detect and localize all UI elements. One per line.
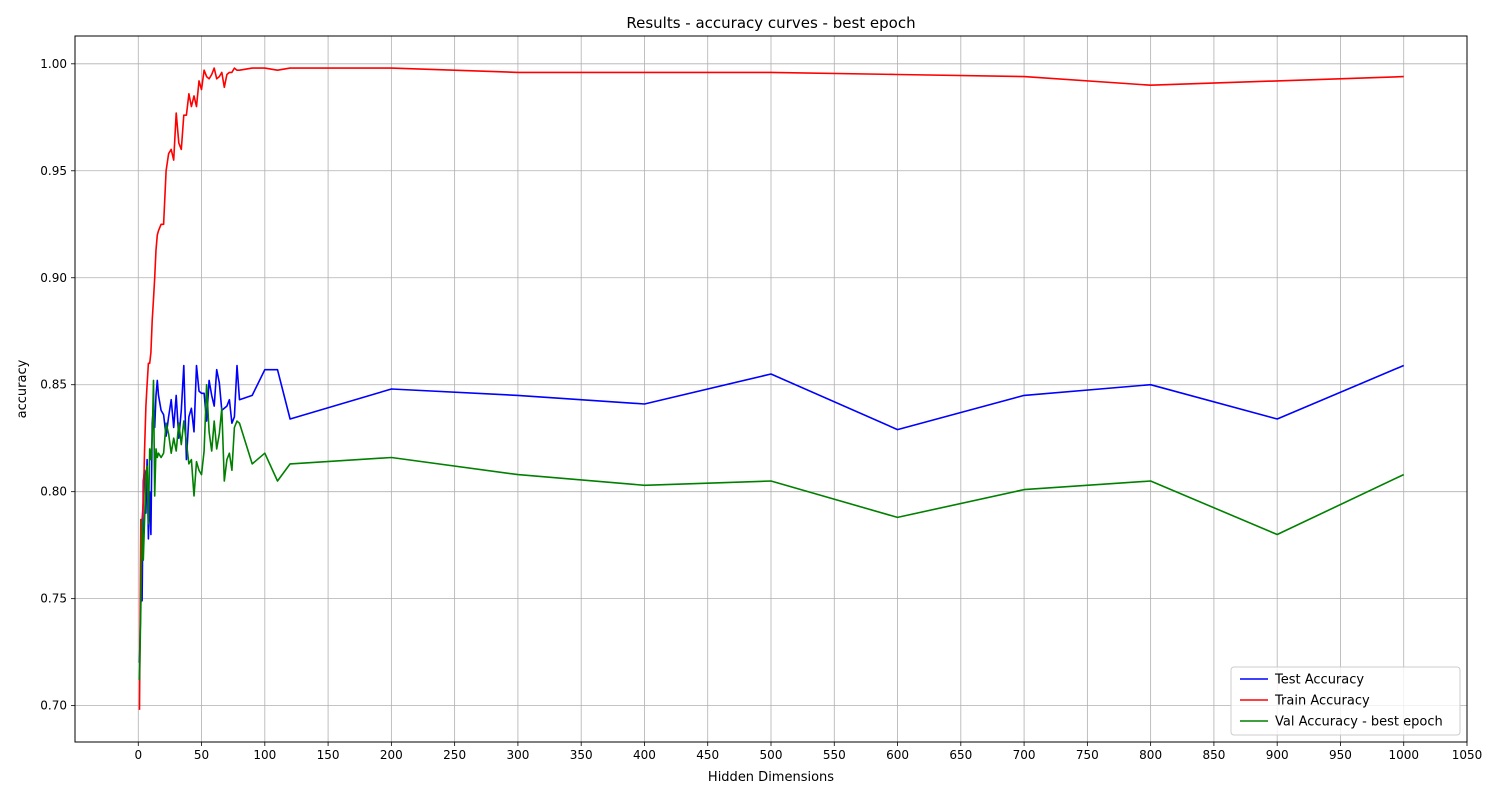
x-tick-label: 850 xyxy=(1202,748,1225,762)
x-tick-label: 500 xyxy=(760,748,783,762)
y-tick-label: 0.75 xyxy=(40,592,67,606)
x-tick-label: 250 xyxy=(443,748,466,762)
x-tick-label: 1000 xyxy=(1388,748,1419,762)
series-line-2 xyxy=(138,379,1405,681)
x-axis-label: Hidden Dimensions xyxy=(708,770,834,785)
x-tick-label: 100 xyxy=(253,748,276,762)
legend-label: Test Accuracy xyxy=(1274,673,1364,688)
x-tick-label: 50 xyxy=(194,748,209,762)
x-tick-label: 650 xyxy=(949,748,972,762)
x-tick-label: 600 xyxy=(886,748,909,762)
x-tick-label: 450 xyxy=(696,748,719,762)
grid-lines xyxy=(75,36,1468,742)
legend-label: Train Accuracy xyxy=(1274,694,1370,709)
x-tick-label: 200 xyxy=(380,748,403,762)
x-tick-label: 350 xyxy=(570,748,593,762)
legend-box xyxy=(1230,666,1461,736)
x-tick-label: 150 xyxy=(317,748,340,762)
x-tick-label: 550 xyxy=(823,748,846,762)
x-tick-label: 700 xyxy=(1013,748,1036,762)
x-tick-label: 0 xyxy=(134,748,142,762)
y-axis-ticks: 0.70 0.75 0.80 0.85 0.90 0.95 1.00 xyxy=(40,57,75,713)
x-tick-label: 900 xyxy=(1266,748,1289,762)
chart-title: Results - accuracy curves - best epoch xyxy=(626,14,915,32)
legend: Test Accuracy Train Accuracy Val Accuracy … xyxy=(1230,666,1461,736)
x-tick-label: 750 xyxy=(1076,748,1099,762)
y-tick-label: 0.70 xyxy=(40,699,67,713)
x-tick-label: 950 xyxy=(1329,748,1352,762)
legend-label: Val Accuracy - best epoch xyxy=(1275,715,1443,730)
y-tick-label: 0.85 xyxy=(40,378,67,392)
y-axis-label: accuracy xyxy=(15,359,30,418)
x-tick-label: 300 xyxy=(506,748,529,762)
series-line-1 xyxy=(138,67,1404,710)
y-tick-label: 1.00 xyxy=(40,57,67,71)
y-tick-label: 0.90 xyxy=(40,271,67,285)
x-axis-ticks: 0 50 100 150 200 250 300 350 400 450 500 550 600 650 7… xyxy=(134,742,1482,762)
x-tick-label: 800 xyxy=(1139,748,1162,762)
y-tick-label: 0.95 xyxy=(40,164,67,178)
x-tick-label: 1050 xyxy=(1452,748,1483,762)
x-tick-label: 400 xyxy=(633,748,656,762)
y-tick-label: 0.80 xyxy=(40,485,67,499)
series-lines xyxy=(138,67,1405,710)
